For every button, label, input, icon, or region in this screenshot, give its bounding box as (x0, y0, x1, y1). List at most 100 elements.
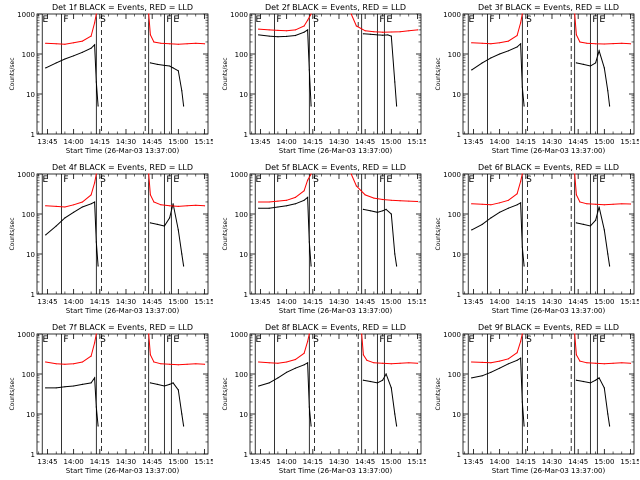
lld-series (45, 333, 206, 366)
events-point (55, 387, 57, 389)
marker-label: E (386, 15, 392, 25)
panel-title: Det 1f BLACK = Events, RED = LLD (52, 3, 193, 12)
events-point (382, 379, 384, 381)
events-point (169, 65, 171, 67)
x-tick-label: 15:15 (194, 458, 213, 466)
detector-panel: Det 8f BLACK = Events, RED = LLD 1 10 100 10… (222, 323, 426, 475)
lld-point (390, 363, 392, 365)
marker-label: F (276, 175, 281, 185)
x-axis-label: Start Time (26-Mar-03 13:37:00) (279, 467, 393, 475)
events-point (310, 425, 312, 427)
events-series (471, 357, 611, 427)
plot-frame (249, 13, 422, 135)
events-point (589, 65, 591, 67)
lld-point (355, 25, 357, 27)
lld-point (579, 41, 581, 43)
lld-series (258, 333, 419, 365)
detector-panel: Det 4f BLACK = Events, RED = LLD 1 10 100 10… (9, 163, 213, 315)
x-tick-label: 14:45 (355, 458, 375, 466)
x-tick-label: 15:00 (168, 298, 188, 306)
x-tick-label: 14:30 (542, 298, 562, 306)
marker-label: E (468, 15, 474, 25)
marker-label: S (100, 175, 106, 185)
y-tick-label: 10 (26, 91, 35, 99)
x-tick-label: 15:15 (620, 298, 639, 306)
marker-label: F (63, 175, 68, 185)
events-line (363, 33, 398, 107)
lld-point (258, 201, 260, 203)
events-point (94, 377, 96, 379)
events-point (471, 69, 473, 71)
lld-point (55, 363, 57, 365)
marker-label: E (42, 15, 48, 25)
lld-point (416, 29, 419, 31)
marker-label: E (599, 15, 605, 25)
marker-label: F (166, 15, 171, 25)
y-tick-label: 100 (22, 371, 35, 379)
x-tick-label: 14:15 (303, 138, 323, 146)
marker-label: E (173, 175, 179, 185)
lld-point (408, 362, 410, 364)
lld-point (382, 362, 384, 364)
lld-point (160, 363, 162, 365)
y-tick-label: 100 (448, 211, 461, 219)
x-tick-label: 14:15 (516, 458, 536, 466)
lld-point (310, 173, 312, 175)
lld-point (586, 362, 588, 364)
y-tick-label: 100 (235, 371, 248, 379)
events-point (156, 383, 158, 385)
x-tick-label: 15:00 (168, 458, 188, 466)
events-line (45, 43, 99, 107)
x-tick-label: 14:15 (90, 138, 110, 146)
y-tick-label: 100 (448, 371, 461, 379)
x-tick-label: 15:15 (407, 138, 426, 146)
lld-point (629, 203, 632, 205)
lld-point (95, 13, 97, 15)
lld-point (481, 203, 483, 205)
marker-label: E (386, 175, 392, 185)
events-point (382, 34, 384, 36)
lld-point (45, 361, 47, 363)
x-tick-label: 15:00 (594, 138, 614, 146)
events-point (286, 371, 288, 373)
events-point (181, 90, 183, 92)
lld-point (268, 362, 270, 364)
lld-series (471, 13, 632, 45)
events-point (598, 206, 600, 208)
events-point (471, 229, 473, 231)
marker-label: F (592, 15, 597, 25)
plot-frame (249, 333, 422, 455)
x-tick-label: 13:45 (37, 458, 57, 466)
lld-point (355, 185, 357, 187)
lld-point (73, 42, 75, 44)
marker-label: F (379, 175, 384, 185)
marker-label: F (592, 175, 597, 185)
lld-point (621, 362, 623, 364)
events-point (582, 380, 584, 383)
lld-point (499, 42, 501, 44)
y-tick-label: 10 (26, 251, 35, 259)
events-point (172, 67, 174, 69)
events-point (94, 201, 96, 203)
events-point (308, 406, 310, 408)
y-tick-label: 100 (235, 211, 248, 219)
x-tick-label: 14:00 (277, 138, 297, 146)
lld-point (399, 31, 401, 33)
x-axis-label: Start Time (26-Mar-03 13:37:00) (492, 147, 606, 155)
events-point (45, 67, 47, 69)
lld-point (55, 205, 57, 207)
events-point (521, 401, 523, 403)
events-point (277, 377, 279, 379)
events-point (268, 382, 270, 384)
lld-point (153, 201, 155, 203)
lld-point (408, 200, 410, 202)
marker-label: F (379, 335, 384, 345)
events-point (499, 53, 501, 55)
events-point (382, 210, 384, 212)
lld-point (148, 13, 150, 15)
lld-point (73, 204, 75, 206)
lld-point (286, 361, 288, 363)
lld-point (195, 204, 197, 206)
lld-point (169, 205, 171, 207)
y-axis-label: Counts/sec (222, 217, 229, 250)
